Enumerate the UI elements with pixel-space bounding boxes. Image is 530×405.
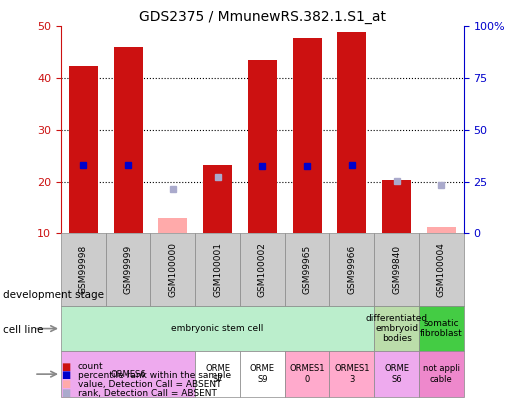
Text: ORMES1
3: ORMES1 3 bbox=[334, 364, 369, 384]
Text: GSM99999: GSM99999 bbox=[123, 245, 132, 294]
Text: GSM99998: GSM99998 bbox=[79, 245, 88, 294]
FancyBboxPatch shape bbox=[285, 352, 330, 397]
Text: ■: ■ bbox=[61, 379, 70, 389]
Title: GDS2375 / MmunewRS.382.1.S1_at: GDS2375 / MmunewRS.382.1.S1_at bbox=[139, 10, 386, 24]
Text: rank, Detection Call = ABSENT: rank, Detection Call = ABSENT bbox=[78, 389, 217, 398]
FancyBboxPatch shape bbox=[419, 352, 464, 397]
FancyBboxPatch shape bbox=[374, 352, 419, 397]
Text: ORME
S9: ORME S9 bbox=[250, 364, 275, 384]
Bar bbox=[427, 227, 456, 233]
Bar bbox=[382, 180, 411, 233]
Text: ■: ■ bbox=[61, 388, 70, 398]
FancyBboxPatch shape bbox=[151, 233, 195, 306]
Text: development stage: development stage bbox=[3, 290, 104, 300]
Text: percentile rank within the sample: percentile rank within the sample bbox=[78, 371, 231, 380]
FancyBboxPatch shape bbox=[419, 233, 464, 306]
FancyBboxPatch shape bbox=[61, 352, 195, 397]
Text: not appli
cable: not appli cable bbox=[423, 364, 460, 384]
Text: somatic
fibroblast: somatic fibroblast bbox=[420, 319, 463, 338]
Bar bbox=[203, 164, 232, 233]
Text: cell line: cell line bbox=[3, 325, 43, 335]
FancyBboxPatch shape bbox=[240, 352, 285, 397]
Text: GSM100001: GSM100001 bbox=[213, 242, 222, 297]
FancyBboxPatch shape bbox=[195, 233, 240, 306]
Text: ORME
S6: ORME S6 bbox=[384, 364, 409, 384]
Bar bbox=[293, 38, 322, 233]
Text: ORME
S7: ORME S7 bbox=[205, 364, 230, 384]
Bar bbox=[113, 47, 143, 233]
Text: GSM100004: GSM100004 bbox=[437, 242, 446, 297]
Text: differentiated
embryoid
bodies: differentiated embryoid bodies bbox=[366, 314, 428, 343]
Text: GSM100000: GSM100000 bbox=[169, 242, 178, 297]
FancyBboxPatch shape bbox=[419, 306, 464, 352]
FancyBboxPatch shape bbox=[240, 233, 285, 306]
Text: count: count bbox=[78, 362, 103, 371]
Bar bbox=[158, 218, 188, 233]
FancyBboxPatch shape bbox=[330, 352, 374, 397]
Text: ORMES1
0: ORMES1 0 bbox=[289, 364, 325, 384]
FancyBboxPatch shape bbox=[61, 233, 105, 306]
FancyBboxPatch shape bbox=[330, 233, 374, 306]
FancyBboxPatch shape bbox=[285, 233, 330, 306]
FancyBboxPatch shape bbox=[374, 233, 419, 306]
Bar bbox=[337, 32, 366, 233]
Text: ■: ■ bbox=[61, 362, 70, 371]
Text: GSM99966: GSM99966 bbox=[347, 245, 356, 294]
Text: ORMES6: ORMES6 bbox=[110, 370, 146, 379]
FancyBboxPatch shape bbox=[195, 352, 240, 397]
FancyBboxPatch shape bbox=[61, 306, 374, 352]
Text: ■: ■ bbox=[61, 371, 70, 380]
Text: GSM100002: GSM100002 bbox=[258, 242, 267, 297]
FancyBboxPatch shape bbox=[105, 233, 151, 306]
Bar bbox=[69, 66, 98, 233]
Bar bbox=[248, 60, 277, 233]
FancyBboxPatch shape bbox=[374, 306, 419, 352]
Text: GSM99965: GSM99965 bbox=[303, 245, 312, 294]
Text: value, Detection Call = ABSENT: value, Detection Call = ABSENT bbox=[78, 380, 222, 389]
Text: GSM99840: GSM99840 bbox=[392, 245, 401, 294]
Text: embryonic stem cell: embryonic stem cell bbox=[171, 324, 264, 333]
